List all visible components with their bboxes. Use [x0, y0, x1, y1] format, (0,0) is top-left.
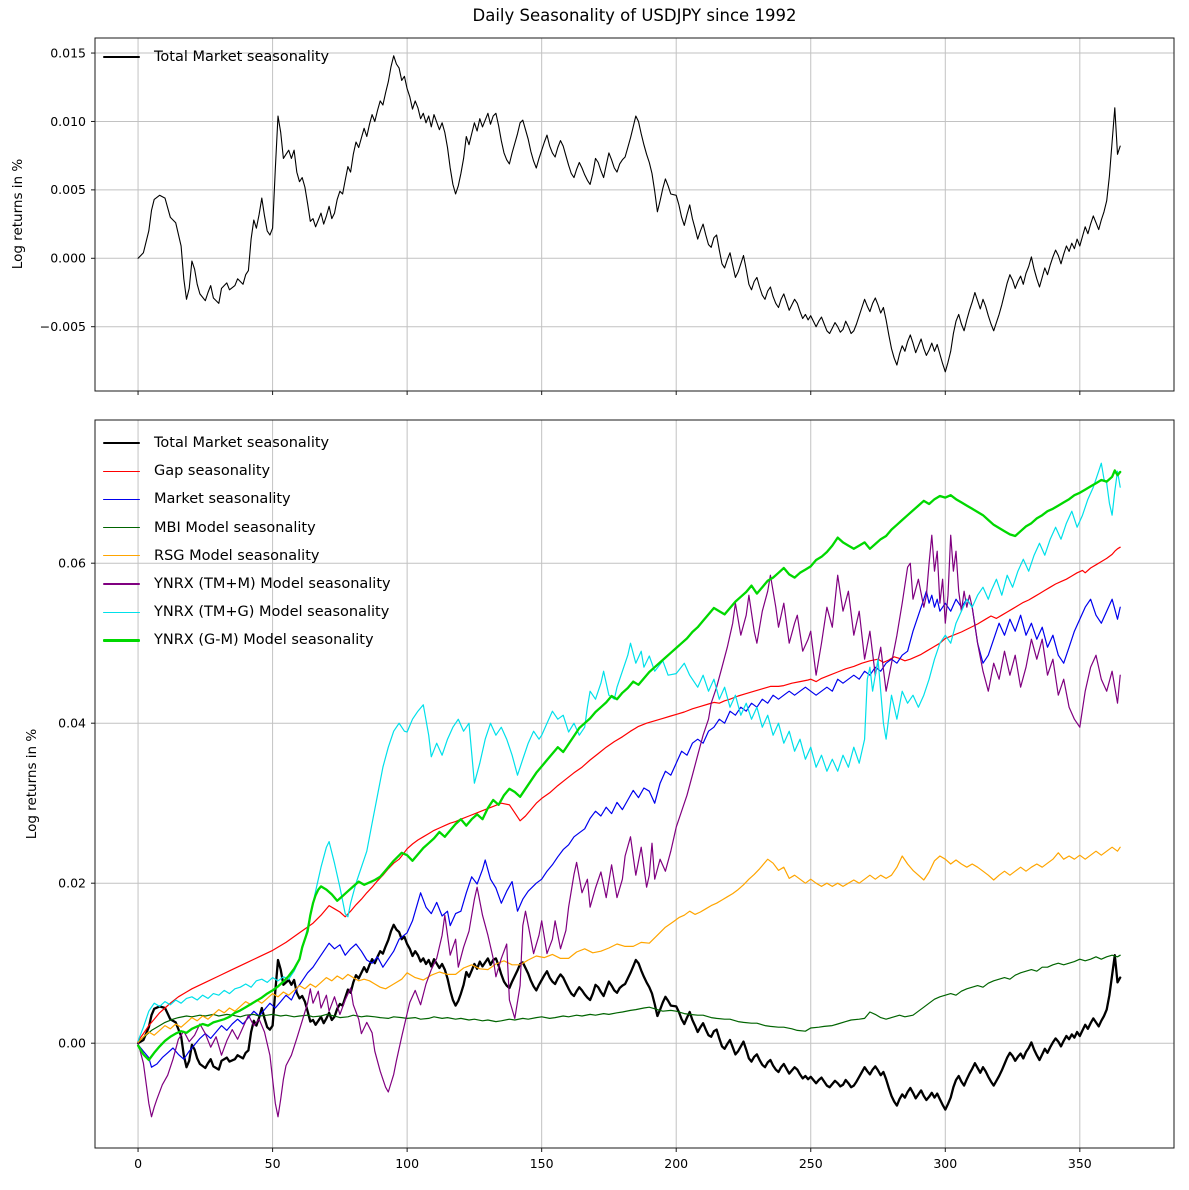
x-tick-label: 100: [395, 1156, 419, 1171]
legend-line-swatch: [103, 498, 140, 501]
series-line: [137, 846, 1121, 1044]
legend-label: Total Market seasonality: [154, 49, 330, 65]
x-tick-label: 150: [530, 1156, 554, 1171]
legend-label: Market seasonality: [154, 491, 291, 508]
x-tick-label: 350: [1068, 1156, 1092, 1171]
y-axis-label-bottom: Log returns in %: [24, 728, 40, 840]
plot-area-top: 0.015 0.010 0.005 0.000 −0.005: [40, 37, 1175, 395]
y-tick-label: 0.00: [58, 1036, 86, 1051]
y-tick-label: 0.000: [50, 251, 86, 266]
legend-line-swatch: [103, 583, 140, 585]
x-tick-label: 250: [799, 1156, 823, 1171]
x-tick-label: 0: [134, 1156, 142, 1171]
legend-line-swatch: [103, 441, 140, 445]
series-line: [137, 55, 1121, 373]
y-tick-label: −0.005: [40, 319, 86, 334]
y-tick-label: 0.010: [50, 114, 86, 129]
legend-line-swatch: [103, 56, 140, 58]
series-line: [137, 954, 1121, 1043]
series-line: [137, 546, 1121, 1042]
y-axis-label-top: Log returns in %: [10, 158, 26, 270]
y-tick-label: 0.02: [58, 876, 86, 891]
x-tick-label: 200: [664, 1156, 688, 1171]
legend-item: Total Market seasonality: [103, 45, 329, 69]
legend-label: MBI Model seasonality: [154, 519, 316, 536]
legend-bottom: Total Market seasonality Gap seasonality M…: [103, 429, 391, 655]
y-tick-label: 0.005: [50, 182, 86, 197]
plot-area-bottom: 0 50 100 150 200 250 300 350 0.06 0.04 0.02 0.00: [58, 419, 1175, 1171]
series-line: [136, 469, 1122, 1062]
legend-item: YNRX (TM+M) Model seasonality: [103, 570, 391, 598]
legend-item: Total Market seasonality: [103, 429, 391, 457]
x-tick-label: 300: [933, 1156, 957, 1171]
legend-line-swatch: [103, 611, 140, 613]
legend-line-swatch: [103, 527, 140, 529]
legend-label: RSG Model seasonality: [154, 547, 320, 564]
legend-line-swatch: [103, 470, 140, 472]
series-line: [137, 590, 1121, 1068]
series-line: [136, 923, 1122, 1111]
axes-spine: [94, 37, 1175, 392]
legend-label: YNRX (TM+M) Model seasonality: [154, 576, 391, 593]
axes-spine: [94, 419, 1175, 1149]
legend-label: YNRX (G-M) Model seasonality: [154, 632, 374, 649]
legend-item: Market seasonality: [103, 485, 391, 513]
y-tick-label: 0.015: [50, 45, 86, 60]
legend-label: YNRX (TM+G) Model seasonality: [154, 604, 390, 621]
legend-line-swatch: [103, 555, 140, 557]
legend-item: YNRX (G-M) Model seasonality: [103, 626, 391, 654]
legend-item: Gap seasonality: [103, 457, 391, 485]
y-tick-label: 0.04: [58, 716, 86, 731]
y-tick-label: 0.06: [58, 556, 86, 571]
legend-label: Total Market seasonality: [154, 435, 330, 452]
legend-item: YNRX (TM+G) Model seasonality: [103, 598, 391, 626]
legend-line-swatch: [103, 639, 140, 642]
series-line: [137, 534, 1121, 1118]
x-tick-label: 50: [265, 1156, 281, 1171]
legend-label: Gap seasonality: [154, 463, 271, 480]
legend-item: MBI Model seasonality: [103, 514, 391, 542]
legend-top: Total Market seasonality: [103, 45, 329, 69]
chart-title: Daily Seasonality of USDJPY since 1992: [472, 6, 797, 25]
legend-item: RSG Model seasonality: [103, 542, 391, 570]
